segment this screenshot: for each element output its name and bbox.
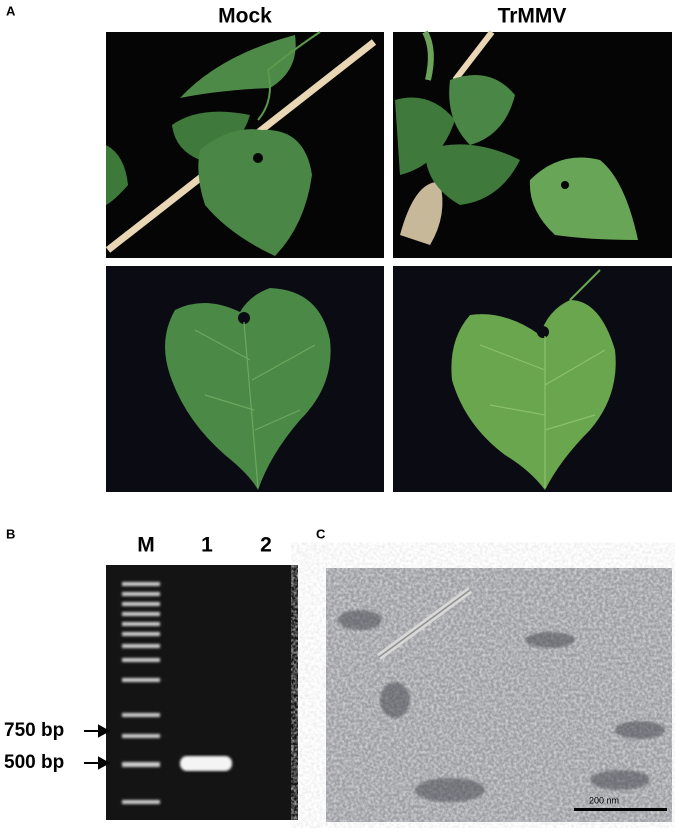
marker-label: 500 bp (4, 752, 64, 773)
em-image (326, 568, 672, 822)
column-title: TrMMV (498, 5, 567, 28)
panel-label: B (6, 526, 15, 541)
scale-bar-label: 200 nm (589, 795, 619, 805)
lane-label: M (137, 534, 155, 557)
lane-label: 1 (201, 534, 213, 557)
photo-trmmv-plant (393, 30, 672, 258)
column-title: Mock (218, 5, 272, 28)
gel-image (106, 565, 298, 820)
panel-label: C (316, 526, 326, 541)
marker-arrows (84, 724, 111, 770)
photo-mock-plant (105, 31, 384, 258)
lane-label: 2 (260, 534, 272, 557)
marker-label: 750 bp (4, 720, 64, 741)
photo-trmmv-leaf (393, 266, 672, 492)
photo-mock-leaf (106, 266, 384, 492)
panel-label: A (6, 3, 16, 18)
